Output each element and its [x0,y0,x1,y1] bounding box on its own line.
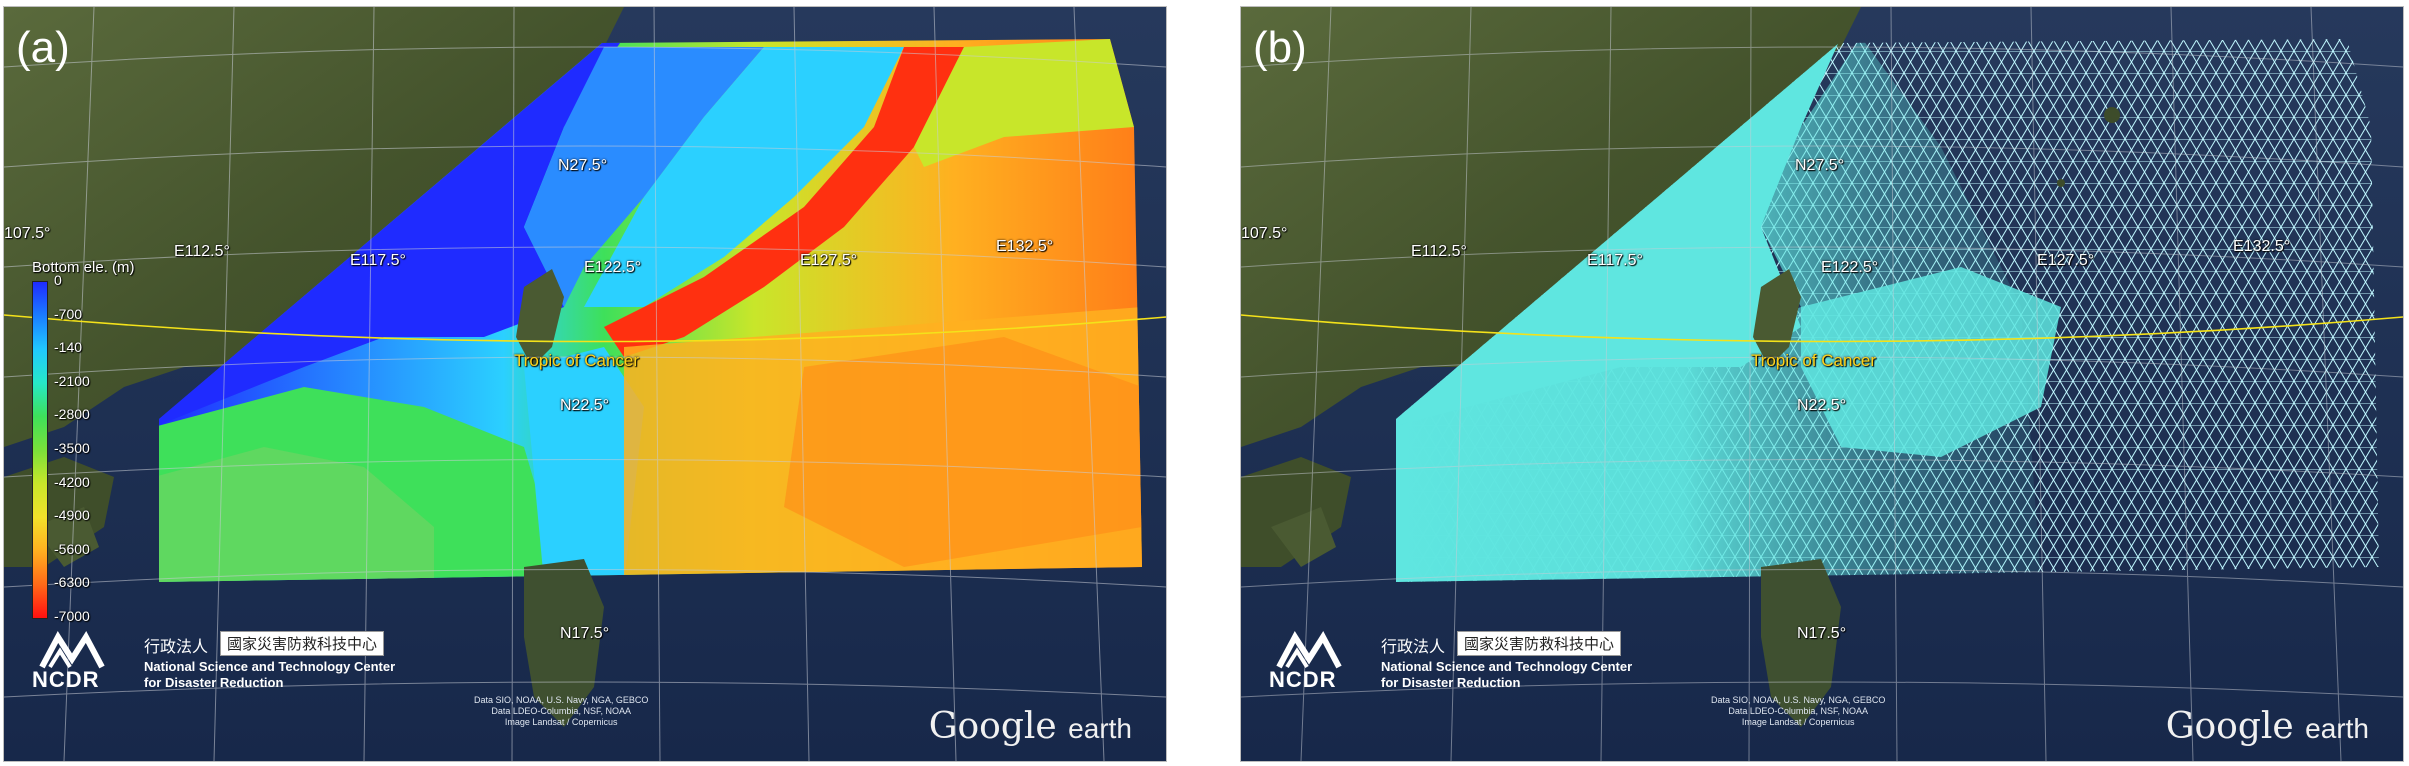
ncdr-en-line2: for Disaster Reduction [144,675,284,690]
mesh-map-image [1241,7,2403,761]
google-earth-watermark: Google earth [2166,706,2369,747]
lon-label-112: E112.5° [174,243,230,260]
lon-label-117: E117.5° [350,252,406,269]
lat-label-17: N17.5° [1797,625,1847,642]
google-brand: Google [2165,706,2294,747]
legend-tick-label: -6300 [54,574,90,591]
lat-label-22: N22.5° [1797,397,1847,414]
legend-tick-label: -3500 [54,440,90,456]
lon-label-117: E117.5° [1587,252,1643,269]
bathymetry-map-panel: (a) 107.5° E112.5° E117.5° E122.5° E127.… [3,6,1167,762]
legend-title: Bottom ele. (m) [32,259,135,276]
map-attribution: Data SIO, NOAA, U.S. Navy, NGA, GEBCO Da… [1711,695,1885,728]
lat-label-22: N22.5° [560,397,610,414]
legend-tick-label: -7000 [54,608,90,624]
attribution-line: Data LDEO-Columbia, NSF, NOAA [1728,706,1868,716]
panel-letter: (a) [16,23,70,72]
legend-tick-label: -2100 [54,372,90,389]
legend-tick-label: -2800 [54,406,90,423]
ncdr-cn-label: 行政法人 [144,639,209,656]
lon-label-122: E122.5° [584,259,642,276]
ncdr-en-line1: National Science and Technology Center [1381,659,1633,674]
bathymetry-map-image [4,7,1166,761]
google-brand: Google [928,706,1057,747]
legend-tick-label: -700 [54,305,83,322]
attribution-line: Image Landsat / Copernicus [1741,717,1855,727]
lon-label-127: E127.5° [800,252,858,269]
lon-label-107: 107.5° [1241,225,1288,242]
attribution-line: Image Landsat / Copernicus [504,717,618,727]
mesh-map-panel: (b) 107.5° E112.5° E117.5° E122.5° E127.… [1240,6,2404,762]
lat-label-17: N17.5° [560,625,610,642]
ncdr-en-line1: National Science and Technology Center [144,659,396,674]
legend-tick-label: -4900 [54,507,90,524]
ncdr-logo-block: NCDR 行政法人 國家災害防救科技中心 National Science an… [1269,629,1689,699]
ncdr-cn-name: 國家災害防救科技中心 [1457,631,1622,656]
ncdr-logo-text: NCDR [32,667,100,692]
ncdr-en-name: National Science and Technology Center f… [1381,659,1632,691]
google-product: earth [2305,713,2369,744]
tropic-of-cancer-label: Tropic of Cancer [514,351,640,370]
lon-label-122: E122.5° [1821,259,1879,276]
ncdr-en-name: National Science and Technology Center f… [144,659,395,691]
lat-label-27: N27.5° [558,157,608,174]
attribution-line: Data SIO, NOAA, U.S. Navy, NGA, GEBCO [1711,695,1886,705]
lon-label-107: 107.5° [4,225,51,242]
depth-legend: Bottom ele. (m) 0 -700 -140 -2100 -2800 -3500… [26,259,146,624]
legend-tick-label: -140 [54,339,83,356]
lat-label-27: N27.5° [1795,157,1845,174]
lon-label-132: E132.5° [996,238,1054,255]
legend-tick-label: 0 [54,272,62,288]
lon-label-132: E132.5° [2233,238,2291,255]
ncdr-cn-name: 國家災害防救科技中心 [220,631,385,656]
panel-letter: (b) [1253,23,1307,72]
tropic-of-cancer-label: Tropic of Cancer [1751,351,1877,370]
ncdr-logo-text: NCDR [1269,667,1337,692]
google-earth-watermark: Google earth [929,706,1132,747]
attribution-line: Data LDEO-Columbia, NSF, NOAA [491,706,631,716]
lon-label-127: E127.5° [2037,252,2095,269]
legend-tick-label: -5600 [54,540,90,557]
ncdr-logo-block: NCDR 行政法人 國家災害防救科技中心 National Science an… [32,629,452,699]
map-attribution: Data SIO, NOAA, U.S. Navy, NGA, GEBCO Da… [474,695,648,728]
ncdr-cn-label: 行政法人 [1381,639,1446,656]
lon-label-112: E112.5° [1411,243,1467,260]
ncdr-logo-icon [39,631,105,669]
attribution-line: Data SIO, NOAA, U.S. Navy, NGA, GEBCO [474,695,649,705]
legend-tick-label: -4200 [54,473,90,490]
ncdr-en-line2: for Disaster Reduction [1381,675,1521,690]
legend-color-bar [32,281,48,619]
google-product: earth [1068,713,1132,744]
ncdr-logo-icon [1276,631,1342,669]
